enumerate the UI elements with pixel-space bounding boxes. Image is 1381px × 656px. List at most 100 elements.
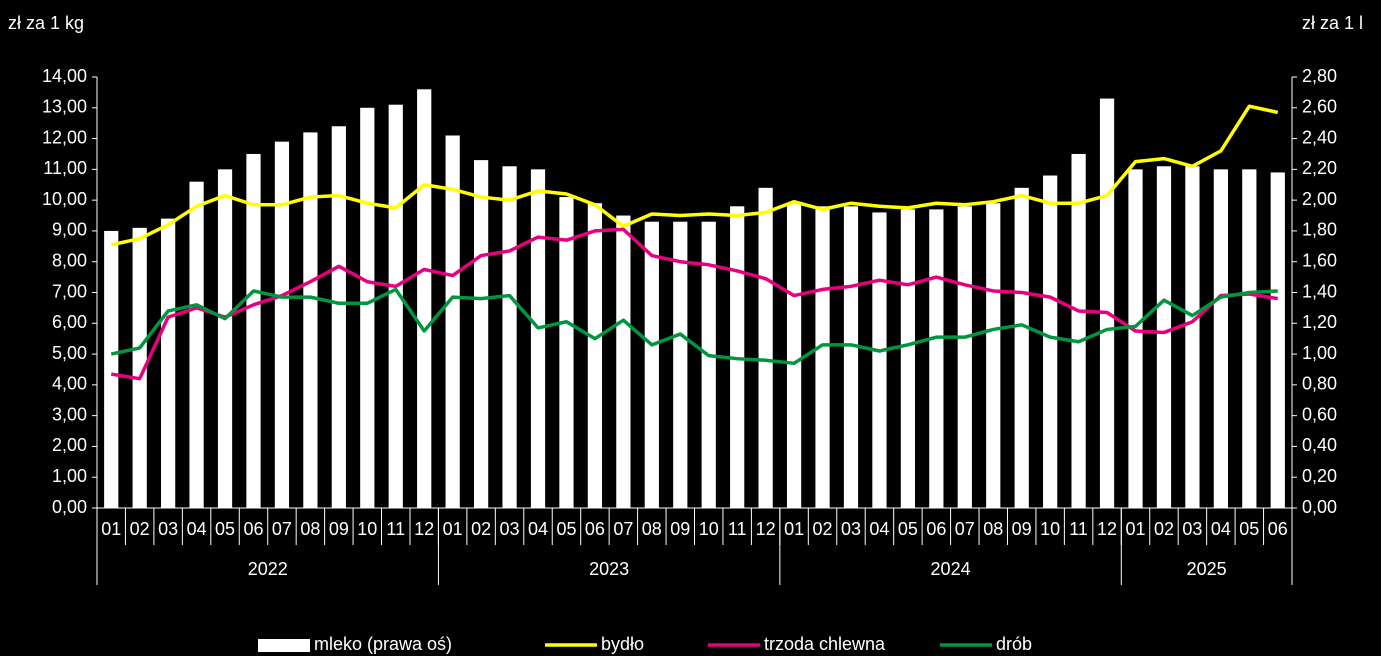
x-tick-label: 10 bbox=[357, 519, 377, 539]
group-label: 2025 bbox=[1187, 559, 1227, 579]
y-tick-label: 2,00 bbox=[52, 435, 87, 455]
y-tick-label: 5,00 bbox=[52, 343, 87, 363]
x-tick-label: 07 bbox=[272, 519, 292, 539]
bar bbox=[388, 104, 403, 508]
x-tick-label: 06 bbox=[243, 519, 263, 539]
y2-tick-label: 2,80 bbox=[1302, 66, 1337, 86]
x-tick-label: 12 bbox=[414, 519, 434, 539]
bar bbox=[360, 107, 375, 509]
x-tick-label: 03 bbox=[1182, 519, 1202, 539]
bar bbox=[616, 215, 631, 509]
x-tick-label: 03 bbox=[841, 519, 861, 539]
x-tick-label: 11 bbox=[728, 519, 747, 539]
x-tick-label: 08 bbox=[642, 519, 662, 539]
y-tick-label: 14,00 bbox=[42, 66, 87, 86]
bar bbox=[502, 166, 517, 508]
bar bbox=[701, 221, 716, 508]
y-tick-label: 12,00 bbox=[42, 127, 87, 147]
bar bbox=[530, 169, 546, 508]
bar bbox=[872, 212, 887, 508]
x-tick-label: 01 bbox=[443, 519, 463, 539]
bar bbox=[758, 187, 773, 509]
bar bbox=[986, 203, 1001, 508]
line bbox=[110, 104, 1279, 247]
y2-tick-label: 2,20 bbox=[1302, 158, 1337, 178]
y-tick-label: 0,00 bbox=[52, 497, 87, 517]
bar bbox=[331, 126, 346, 508]
bar bbox=[1242, 169, 1257, 508]
y-tick-label: 10,00 bbox=[42, 189, 87, 209]
bar bbox=[1156, 166, 1172, 508]
legend-label: bydło bbox=[601, 634, 644, 654]
bar bbox=[104, 230, 119, 508]
x-tick-label: 02 bbox=[130, 519, 150, 539]
legend-swatch bbox=[258, 639, 310, 652]
bar bbox=[1099, 98, 1115, 509]
y2-tick-label: 1,80 bbox=[1302, 220, 1337, 240]
bar bbox=[644, 221, 659, 508]
bar bbox=[161, 218, 176, 508]
bar bbox=[274, 141, 290, 508]
x-tick-label: 04 bbox=[528, 519, 548, 539]
y-tick-label: 6,00 bbox=[52, 312, 87, 332]
group-label: 2024 bbox=[931, 559, 971, 579]
bar bbox=[559, 197, 574, 509]
x-tick-label: 08 bbox=[300, 519, 320, 539]
y-tick-label: 4,00 bbox=[52, 374, 87, 394]
y2-tick-label: 0,80 bbox=[1302, 374, 1337, 394]
x-tick-label: 01 bbox=[1125, 519, 1145, 539]
x-tick-label: 04 bbox=[187, 519, 207, 539]
bar bbox=[473, 160, 489, 508]
x-tick-label: 07 bbox=[955, 519, 975, 539]
bar bbox=[900, 209, 916, 508]
y2-tick-label: 1,40 bbox=[1302, 281, 1337, 301]
y2-tick-label: 2,00 bbox=[1302, 189, 1337, 209]
y2-tick-label: 2,60 bbox=[1302, 97, 1337, 117]
x-tick-label: 01 bbox=[101, 519, 121, 539]
legend-label: drób bbox=[996, 634, 1032, 654]
x-tick-label: 11 bbox=[386, 519, 405, 539]
y2-tick-label: 0,60 bbox=[1302, 404, 1337, 424]
y-tick-label: 3,00 bbox=[52, 404, 87, 424]
x-tick-label: 04 bbox=[869, 519, 889, 539]
bar bbox=[1014, 187, 1029, 509]
bar bbox=[303, 132, 318, 508]
y-tick-label: 11,00 bbox=[43, 158, 87, 178]
bar bbox=[1043, 175, 1058, 508]
x-tick-label: 02 bbox=[813, 519, 833, 539]
bar bbox=[1213, 169, 1228, 508]
y2-tick-label: 0,20 bbox=[1302, 466, 1337, 486]
x-tick-label: 11 bbox=[1069, 519, 1088, 539]
y2-axis-title: zł za 1 l bbox=[1302, 13, 1363, 33]
x-tick-label: 12 bbox=[1097, 519, 1117, 539]
legend-label: trzoda chlewna bbox=[764, 634, 886, 654]
group-label: 2022 bbox=[248, 559, 288, 579]
x-tick-label: 09 bbox=[670, 519, 690, 539]
group-label: 2023 bbox=[589, 559, 629, 579]
y-tick-label: 1,00 bbox=[52, 466, 87, 486]
y2-tick-label: 0,40 bbox=[1302, 435, 1337, 455]
x-tick-label: 09 bbox=[329, 519, 349, 539]
y2-tick-label: 1,00 bbox=[1302, 343, 1337, 363]
bar bbox=[132, 227, 147, 508]
bar bbox=[189, 181, 204, 508]
bar bbox=[815, 206, 830, 509]
bar bbox=[843, 206, 859, 509]
y-axis-title: zł za 1 kg bbox=[8, 13, 84, 33]
y2-tick-label: 1,20 bbox=[1302, 312, 1337, 332]
x-tick-label: 07 bbox=[613, 519, 633, 539]
x-tick-label: 10 bbox=[699, 519, 719, 539]
bar bbox=[246, 153, 261, 508]
x-tick-label: 02 bbox=[471, 519, 491, 539]
bar bbox=[587, 203, 603, 508]
bar bbox=[217, 169, 233, 508]
x-tick-label: 05 bbox=[898, 519, 918, 539]
x-tick-label: 06 bbox=[585, 519, 605, 539]
x-tick-label: 01 bbox=[784, 519, 804, 539]
y2-tick-label: 2,40 bbox=[1302, 127, 1337, 147]
x-tick-label: 04 bbox=[1211, 519, 1231, 539]
x-tick-label: 08 bbox=[983, 519, 1003, 539]
x-tick-label: 05 bbox=[556, 519, 576, 539]
